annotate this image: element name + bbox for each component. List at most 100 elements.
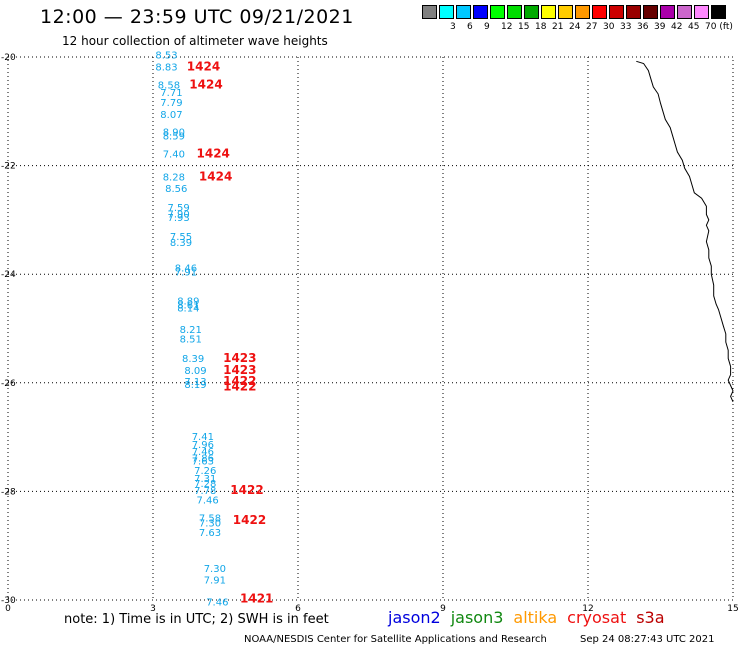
legend-swatch <box>507 5 522 19</box>
legend-tick-label: 15 <box>518 22 530 32</box>
y-tick-label: -24 <box>1 270 16 280</box>
legend-swatch <box>660 5 675 19</box>
y-tick-label: -30 <box>1 596 16 606</box>
legend-tick-label: 45 <box>688 22 700 32</box>
pass-time-label: 1422 <box>233 513 266 527</box>
pass-time-label: 1424 <box>189 78 222 92</box>
legend-swatch <box>694 5 709 19</box>
swh-reading: 7.46 <box>197 495 219 506</box>
swh-reading: 7.26 <box>194 466 216 477</box>
legend-swatch <box>490 5 505 19</box>
swh-reading: 7.46 <box>192 447 214 458</box>
legend-tick-label: 33 <box>620 22 632 32</box>
swh-reading: 7.93 <box>168 213 190 224</box>
legend-swatch <box>422 5 437 19</box>
swh-reading: 7.86 <box>192 454 214 465</box>
map-subtitle: 12 hour collection of altimeter wave hei… <box>62 34 328 48</box>
swh-reading: 8.19 <box>184 380 206 391</box>
satellite-legend: jason2 jason3 altika cryosat s3a <box>388 608 675 627</box>
coastline <box>636 60 734 403</box>
pass-time-label: 1422 <box>223 379 256 393</box>
legend-tick-label: 70 (ft) <box>705 22 733 32</box>
plot-border <box>7 56 734 601</box>
swh-reading: 8.21 <box>180 325 202 336</box>
swh-reading: 7.31 <box>194 474 216 485</box>
swh-reading: 7.30 <box>204 564 226 575</box>
legend-tick-label: 39 <box>654 22 666 32</box>
x-tick-label: 15 <box>727 604 738 614</box>
swh-reading: 8.61 <box>177 300 199 311</box>
swh-reading: 7.90 <box>168 210 190 221</box>
pass-time-label: 1424 <box>187 60 220 74</box>
legend-swatch <box>558 5 573 19</box>
swh-reading: 7.96 <box>192 440 214 451</box>
y-tick-label: -20 <box>1 53 16 63</box>
swh-reading: 7.41 <box>192 432 214 443</box>
legend-tick-label: 27 <box>586 22 598 32</box>
swh-reading: 7.63 <box>199 528 221 539</box>
swh-reading: 7.71 <box>160 88 182 99</box>
swh-reading: 7.46 <box>206 597 228 608</box>
credit-line: NOAA/NESDIS Center for Satellite Applica… <box>244 634 547 645</box>
legend-tick-label: 36 <box>637 22 649 32</box>
pass-time-label: 1424 <box>197 147 230 161</box>
satellite-jason3: jason3 <box>450 608 504 627</box>
swh-reading: 8.90 <box>163 128 185 139</box>
pass-time-label: 1422 <box>230 483 263 497</box>
y-tick-label: -28 <box>1 487 16 497</box>
map-title: 12:00 — 23:59 UTC 09/21/2021 <box>40 6 354 28</box>
swh-reading: 8.58 <box>158 81 180 92</box>
y-tick-label: -22 <box>1 162 16 172</box>
x-tick-label: 3 <box>150 604 156 614</box>
swh-reading: 8.51 <box>180 335 202 346</box>
swh-reading: 8.83 <box>155 63 177 74</box>
swh-reading: 8.53 <box>155 51 177 62</box>
x-tick-label: 0 <box>5 604 11 614</box>
pass-time-label: 1421 <box>240 592 273 606</box>
pass-time-label: 1422 <box>223 374 256 388</box>
legend-swatch <box>677 5 692 19</box>
legend-tick-label: 24 <box>569 22 581 32</box>
legend-tick-label: 9 <box>484 22 490 32</box>
x-tick-label: 9 <box>440 604 446 614</box>
swh-reading: 7.13 <box>184 377 206 388</box>
swh-reading: 7.79 <box>160 98 182 109</box>
swh-reading: 8.46 <box>175 264 197 275</box>
swh-reading: 7.63 <box>192 456 214 467</box>
legend-swatch <box>456 5 471 19</box>
satellite-altika: altika <box>513 608 558 627</box>
swh-reading: 7.59 <box>168 203 190 214</box>
legend-swatch <box>592 5 607 19</box>
y-tick-label: -26 <box>1 379 16 389</box>
swh-reading: 7.30 <box>199 519 221 530</box>
legend-swatch <box>541 5 556 19</box>
pass-time-label: 1423 <box>223 363 256 377</box>
swh-reading: 8.89 <box>177 297 199 308</box>
swh-reading: 8.28 <box>163 172 185 183</box>
swh-reading: 8.07 <box>160 110 182 121</box>
legend-swatch <box>439 5 454 19</box>
legend-swatch <box>473 5 488 19</box>
swh-reading: 8.39 <box>170 238 192 249</box>
satellite-cryosat: cryosat <box>567 608 627 627</box>
pass-time-label: 1423 <box>223 351 256 365</box>
swh-reading: 8.56 <box>165 184 187 195</box>
swh-reading: 7.91 <box>175 267 197 278</box>
legend-swatch <box>575 5 590 19</box>
swh-reading: 7.40 <box>163 150 185 161</box>
swh-reading: 8.09 <box>184 366 206 377</box>
legend-tick-label: 42 <box>671 22 683 32</box>
legend-tick-label: 12 <box>501 22 513 32</box>
units-note: note: 1) Time is in UTC; 2) SWH is in fe… <box>64 612 329 627</box>
x-tick-label: 12 <box>582 604 593 614</box>
swh-reading: 7.55 <box>170 232 192 243</box>
swh-reading: 8.59 <box>163 132 185 143</box>
swh-reading: 7.78 <box>194 486 216 497</box>
legend-swatch <box>643 5 658 19</box>
x-tick-label: 6 <box>295 604 301 614</box>
legend-tick-label: 18 <box>535 22 547 32</box>
pass-time-label: 1424 <box>199 169 232 183</box>
swh-reading: 7.28 <box>194 479 216 490</box>
legend-swatch <box>609 5 624 19</box>
